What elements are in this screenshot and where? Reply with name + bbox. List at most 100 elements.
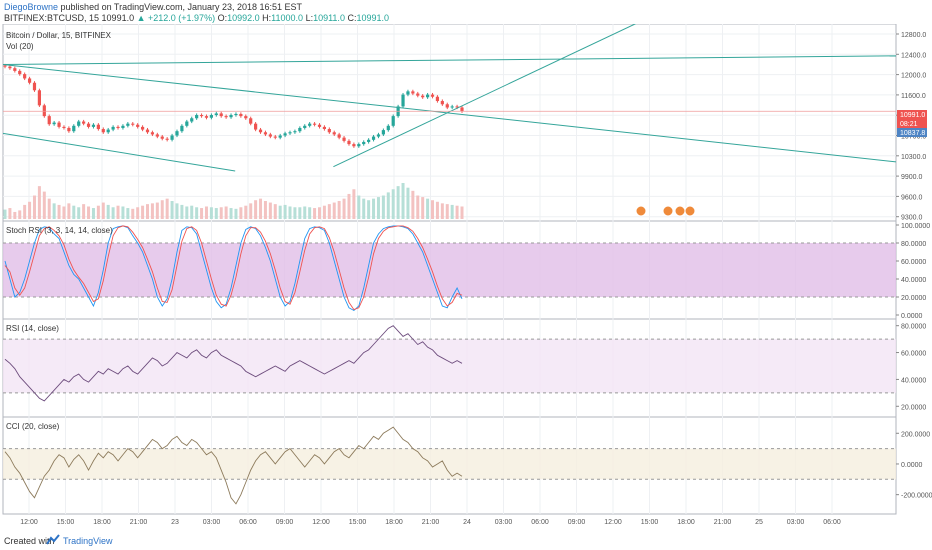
x-tick-label: 06:00 xyxy=(823,519,841,526)
candle-body xyxy=(406,91,410,95)
volume-bar xyxy=(170,201,174,219)
candle-body xyxy=(131,123,135,125)
candle-body xyxy=(298,127,302,132)
candle-body xyxy=(37,90,41,106)
indicator-line xyxy=(4,426,463,505)
created-with-label: Created with xyxy=(4,536,55,546)
volume-bar xyxy=(126,208,130,219)
volume-bar xyxy=(42,191,46,219)
candle-body xyxy=(303,125,307,128)
price-pane-title: Bitcoin / Dollar, 15, BITFINEX xyxy=(6,31,112,40)
volume-bar xyxy=(155,202,159,219)
high-value: 11000.0 xyxy=(271,13,304,23)
volume-bar xyxy=(18,210,22,219)
candle-body xyxy=(317,124,322,127)
open-label: O: xyxy=(217,13,228,23)
volume-bar xyxy=(406,187,410,219)
event-icon xyxy=(684,205,696,217)
volume-bar xyxy=(411,190,415,219)
volume-bar xyxy=(185,206,189,219)
volume-bar xyxy=(431,200,435,219)
candle-body xyxy=(391,116,395,126)
candle-body xyxy=(77,121,81,126)
y-tick-label: 11600.0 xyxy=(901,93,926,100)
y-tick-label: 60.0000 xyxy=(901,259,926,266)
volume-bar xyxy=(357,195,361,219)
pane-frame-0 xyxy=(2,24,897,222)
volume-bar xyxy=(435,201,439,219)
low-value: 10911.0 xyxy=(313,13,345,23)
volume-bar xyxy=(3,209,7,219)
chart-canvas[interactable]: 12:00 15:00 18:00 21:00 23 03:00 06:00 09:00 12:… xyxy=(0,24,932,531)
y-tick-label: -200.0000 xyxy=(901,493,932,500)
candle-body xyxy=(145,129,150,133)
volume-bar xyxy=(13,211,17,219)
volume-bar xyxy=(77,207,81,219)
candle-body xyxy=(244,116,248,119)
candle-body xyxy=(91,124,96,127)
candle-body xyxy=(337,134,341,138)
volume-bar xyxy=(244,205,248,219)
volume-bar xyxy=(445,204,449,219)
x-tick-label: 03:00 xyxy=(495,519,513,526)
candle-body xyxy=(18,70,22,75)
x-tick-label: 03:00 xyxy=(203,519,221,526)
close-value: 10991.0 xyxy=(356,13,390,23)
x-tick-label: 18:00 xyxy=(93,519,111,526)
candle-body xyxy=(140,126,145,130)
volume-bar xyxy=(57,204,61,219)
author-link[interactable]: DiegoBrowne xyxy=(4,2,59,12)
candle-body xyxy=(126,123,130,126)
candle-body xyxy=(367,139,371,142)
y-tick-label: 20.0000 xyxy=(901,404,926,411)
volume-bar xyxy=(106,204,110,219)
candle-body xyxy=(32,82,37,91)
volume-bar xyxy=(317,207,321,219)
tradingview-brand-link[interactable]: TradingView xyxy=(63,536,113,546)
y-tick-label: 40.0000 xyxy=(901,377,926,384)
candle-body xyxy=(195,115,199,119)
volume-bar xyxy=(263,201,267,219)
x-tick-label: 12:00 xyxy=(312,519,330,526)
x-tick-label: 15:00 xyxy=(57,519,75,526)
volume-bar xyxy=(332,202,336,219)
volume-bar xyxy=(52,203,56,219)
price-label-box xyxy=(897,128,927,137)
volume-bar xyxy=(298,207,302,219)
price-label: 08:21 xyxy=(900,121,918,128)
candle-body xyxy=(263,132,268,135)
candle-body xyxy=(288,132,292,134)
x-tick-label: 15:00 xyxy=(641,519,659,526)
volume-bar xyxy=(195,207,199,219)
candle-body xyxy=(430,94,435,97)
candle-body xyxy=(214,113,218,116)
candle-body xyxy=(421,95,425,98)
volume-bar xyxy=(421,197,425,219)
candle-body xyxy=(322,126,327,130)
event-icon xyxy=(635,205,647,217)
price-label-box xyxy=(897,110,927,119)
volume-bar xyxy=(62,206,66,219)
candle-body xyxy=(258,129,263,133)
y-tick-label: 200.0000 xyxy=(901,431,930,438)
y-tick-label: 12800.0 xyxy=(901,32,926,39)
symbol-label: BITFINEX:BTCUSD, 15 xyxy=(4,13,100,23)
indicator-line xyxy=(4,225,463,312)
candle-body xyxy=(347,140,351,145)
volume-label: Vol (20) xyxy=(6,42,34,51)
volume-bar xyxy=(204,206,208,219)
candle-body xyxy=(219,113,223,117)
close-label: C: xyxy=(347,13,357,23)
last-price: 10991.0 xyxy=(101,13,135,23)
candle-body xyxy=(52,122,56,125)
volume-bar xyxy=(450,204,454,219)
volume-bar xyxy=(239,207,243,219)
volume-bar xyxy=(278,205,282,219)
price-change: ▲ +212.0 (+1.97%) xyxy=(136,13,216,23)
volume-bar xyxy=(150,203,154,219)
volume-bar xyxy=(219,207,223,219)
candle-body xyxy=(155,134,159,137)
tradingview-logo-icon[interactable] xyxy=(46,534,60,546)
volume-bar xyxy=(23,204,27,219)
x-tick-label: 24 xyxy=(463,519,471,526)
